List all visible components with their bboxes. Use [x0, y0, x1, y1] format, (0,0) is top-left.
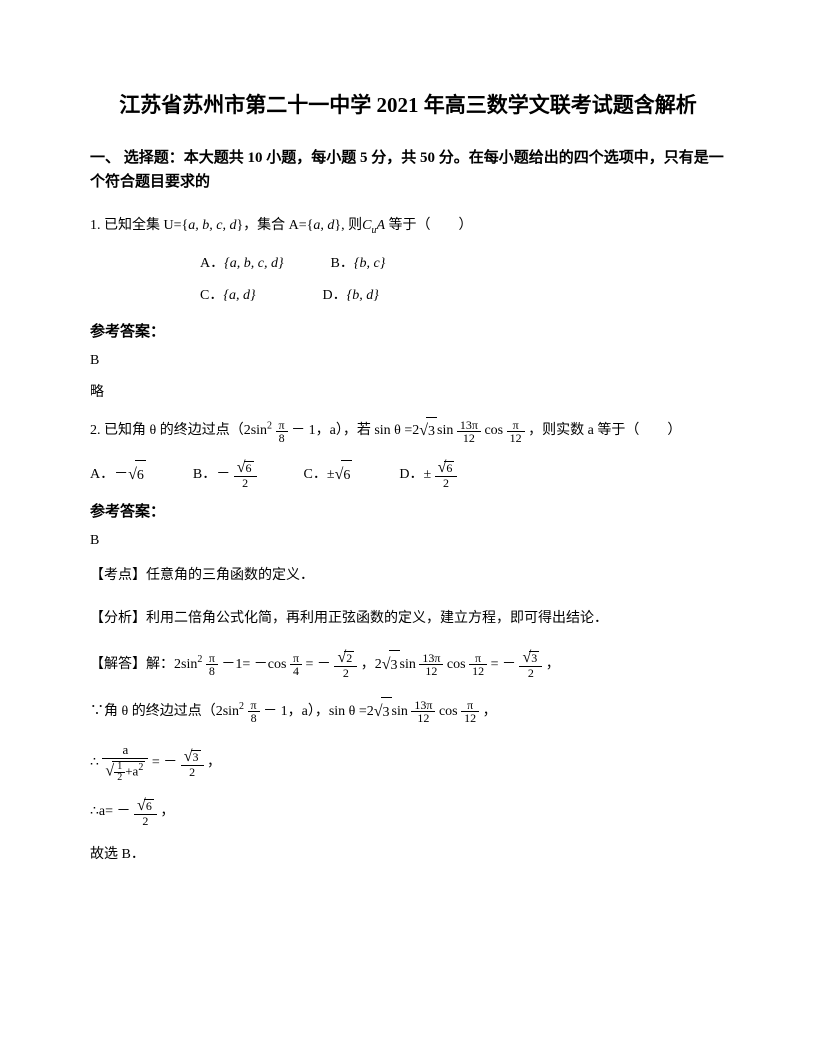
q1-opt-d-label: D．	[323, 288, 347, 303]
q1-mid1: }，集合 A={	[236, 218, 313, 233]
q2-therefore1-mid: = －	[152, 756, 177, 771]
q2-answer-label: 参考答案：	[90, 500, 726, 521]
frac-pi-4: π4	[290, 652, 302, 677]
q2-because-mid1: － 1，a），sin θ =2	[263, 704, 374, 719]
q2-solve-mid5: cos	[447, 657, 466, 672]
q2-opt-b-label: B．－	[193, 467, 230, 482]
exam-title: 江苏省苏州市第二十一中学 2021 年高三数学文联考试题含解析	[90, 90, 726, 122]
frac-sqrt6-2-b: √62	[234, 460, 257, 489]
q1-prefix: 1. 已知全集 U={	[90, 218, 188, 233]
q2-solve-mid1: －1= －cos	[221, 657, 286, 672]
q2-therefore2-prefix: ∴a= －	[90, 804, 131, 819]
q2-therefore2-suffix: ，	[160, 804, 174, 819]
sqrt6-c: √6	[335, 457, 353, 492]
q2-because-mid2: sin	[392, 704, 408, 719]
q1-opt-c: {a, d}	[223, 288, 255, 303]
frac-pi-8-2: π8	[206, 652, 218, 677]
frac-pi-8-3: π8	[248, 699, 260, 724]
q1-opt-a: {a, b, c, d}	[224, 256, 283, 271]
frac-sqrt3-2: √32	[519, 650, 542, 679]
q2-solve-label: 【解答】解：2sin	[90, 657, 197, 672]
q2-because-prefix: ∵角 θ 的终边过点（2sin	[90, 704, 239, 719]
q1-answer: B	[90, 353, 726, 369]
q1-options-row1: A．{a, b, c, d} B．{b, c}	[90, 250, 726, 278]
sqrt3-1: √3	[419, 415, 437, 447]
q2-because-suffix: ，	[483, 704, 497, 719]
frac-13pi-12-3: 13π12	[411, 699, 435, 724]
q2-suffix: ，则实数 a 等于（ ）	[528, 424, 681, 439]
q2-solve-mid7: ，	[546, 657, 560, 672]
frac-pi-12-2: π12	[469, 652, 487, 677]
q1-brief: 略	[90, 381, 726, 401]
q1-opt-a-label: A．	[200, 256, 224, 271]
q2-prefix: 2. 已知角 θ 的终边过点（2sin	[90, 424, 267, 439]
q2-opt-a-label: A．－	[90, 467, 128, 482]
q2-solve: 【解答】解：2sin2 π8 －1= －cos π4 = － √22 ，2√3s…	[90, 647, 726, 682]
q2-because-sup: 2	[239, 701, 244, 712]
q1-set-u: a, b, c, d	[188, 218, 236, 233]
q1-suffix: 等于（ ）	[385, 218, 473, 233]
q2-conclusion: 故选 B．	[90, 840, 726, 871]
q2-solve-sup: 2	[197, 654, 202, 665]
q2-solve-mid6: = －	[491, 657, 516, 672]
q2-point: 【考点】任意角的三角函数的定义．	[90, 561, 726, 592]
q2-therefore1: ∴ a √12+a2 = － √32 ，	[90, 741, 726, 785]
frac-sqrt3-2-b: √32	[181, 749, 204, 778]
section-header: 一、 选择题：本大题共 10 小题，每小题 5 分，共 50 分。在每小题给出的…	[90, 146, 726, 194]
q2-opt-d-label: D．±	[399, 467, 431, 482]
q2-because: ∵角 θ 的终边过点（2sin2 π8 － 1，a），sin θ =2√3sin…	[90, 694, 726, 729]
q1-opt-b: {b, c}	[354, 256, 385, 271]
q2-analysis: 【分析】利用二倍角公式化简，再利用正弦函数的定义，建立方程，即可得出结论．	[90, 604, 726, 635]
question-1-stem: 1. 已知全集 U={a, b, c, d}，集合 A={a, d}, 则CuA…	[90, 212, 726, 241]
q1-opt-d: {b, d}	[347, 288, 379, 303]
frac-sqrt2-2: √22	[334, 650, 357, 679]
q2-sup: 2	[267, 421, 272, 432]
q2-solve-mid4: sin	[400, 657, 416, 672]
q2-because-mid3: cos	[439, 704, 458, 719]
q2-solve-mid3: ，2	[361, 657, 382, 672]
q2-mid1: － 1，a），若 sin θ =2	[291, 424, 419, 439]
q1-opt-b-label: B．	[331, 256, 354, 271]
frac-13pi-12-2: 13π12	[419, 652, 443, 677]
q2-options: A．－√6 B．－ √62 C．±√6 D．± √62	[90, 457, 726, 492]
frac-sqrt6-2-d: √62	[435, 460, 458, 489]
q2-opt-c-label: C．±	[304, 467, 335, 482]
q2-therefore2: ∴a= － √62 ，	[90, 797, 726, 828]
question-2-stem: 2. 已知角 θ 的终边过点（2sin2 π8 － 1，a），若 sin θ =…	[90, 415, 726, 447]
q1-complement-a: A	[376, 218, 385, 233]
q2-answer: B	[90, 533, 726, 549]
frac-13pi-12: 13π12	[457, 419, 481, 444]
q1-options-row2: C．{a, d} D．{b, d}	[90, 282, 726, 310]
q1-answer-label: 参考答案：	[90, 320, 726, 341]
q1-mid2: }, 则	[334, 218, 362, 233]
q2-mid2: sin	[437, 424, 453, 439]
frac-sqrt6-2-final: √62	[134, 798, 157, 827]
sqrt6-a: √6	[128, 457, 146, 492]
frac-complex: a √12+a2	[102, 741, 148, 785]
frac-pi-8: π8	[276, 419, 288, 444]
q1-opt-c-label: C．	[200, 288, 223, 303]
q1-set-a: a, d	[313, 218, 334, 233]
q2-mid3: cos	[484, 424, 503, 439]
q2-therefore1-suffix: ，	[207, 756, 221, 771]
frac-pi-12: π12	[507, 419, 525, 444]
q2-therefore1-prefix: ∴	[90, 756, 99, 771]
sqrt3-2: √3	[382, 647, 400, 682]
sqrt3-3: √3	[374, 694, 392, 729]
frac-pi-12-3: π12	[461, 699, 479, 724]
q2-solve-mid2: = －	[306, 657, 331, 672]
